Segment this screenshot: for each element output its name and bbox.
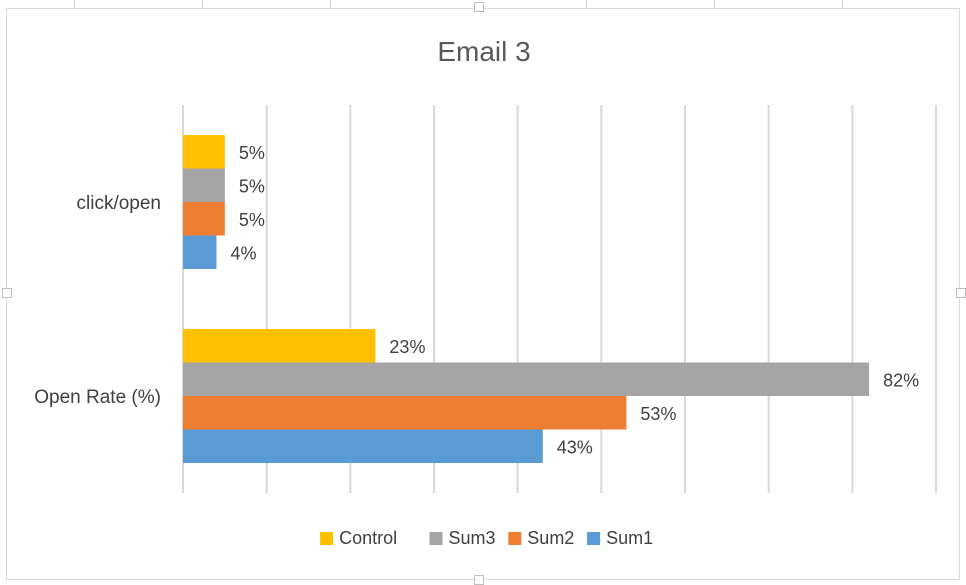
resize-handle-right[interactable] (956, 288, 966, 298)
sheet-gridline (586, 0, 587, 8)
chart-area[interactable]: Email 3 5% 5% 5% 4% 23% 82% 53% 43% click/open O… (6, 8, 960, 580)
category-axis: click/open Open Rate (%) (34, 193, 161, 408)
data-label: 82% (883, 370, 919, 390)
data-label: 5% (239, 176, 265, 196)
category-label: click/open (77, 193, 162, 214)
bar-sum3 (183, 168, 225, 202)
data-label: 43% (557, 437, 593, 457)
resize-handle-top[interactable] (474, 2, 484, 12)
bar-sum1 (183, 429, 543, 463)
legend-swatch (429, 532, 443, 545)
bar-sum2 (183, 202, 225, 236)
data-label: 4% (230, 243, 256, 263)
gridlines (182, 105, 937, 493)
legend[interactable]: Control Sum3 Sum2 Sum1 (320, 528, 653, 548)
sheet-gridline (330, 0, 331, 8)
data-label: 5% (239, 210, 265, 230)
sheet-gridline (714, 0, 715, 8)
legend-entry: Sum3 (449, 528, 496, 548)
data-label: 53% (640, 404, 676, 424)
bar-sum1 (183, 235, 217, 269)
sheet-gridline (202, 0, 203, 8)
bar-sum3 (183, 362, 870, 396)
category-label: Open Rate (%) (34, 387, 161, 408)
resize-handle-left[interactable] (2, 288, 12, 298)
bar-chart: Email 3 5% 5% 5% 4% 23% 82% 53% 43% click/open O… (34, 36, 937, 548)
legend-entry: Sum2 (527, 528, 574, 548)
sheet-gridline (74, 0, 75, 8)
legend-entry: Control (339, 528, 397, 548)
legend-entry: Sum1 (606, 528, 653, 548)
legend-swatch (587, 532, 601, 545)
sheet-gridline (842, 0, 843, 8)
chart-title: Email 3 (437, 36, 530, 67)
legend-swatch (320, 532, 334, 545)
bar-sum2 (183, 396, 627, 430)
data-label: 5% (239, 143, 265, 163)
legend-swatch (508, 532, 522, 545)
bar-control (183, 135, 225, 169)
bar-control (183, 329, 376, 363)
data-label: 23% (389, 337, 425, 357)
bars: 5% 5% 5% 4% 23% 82% 53% 43% (183, 135, 919, 463)
